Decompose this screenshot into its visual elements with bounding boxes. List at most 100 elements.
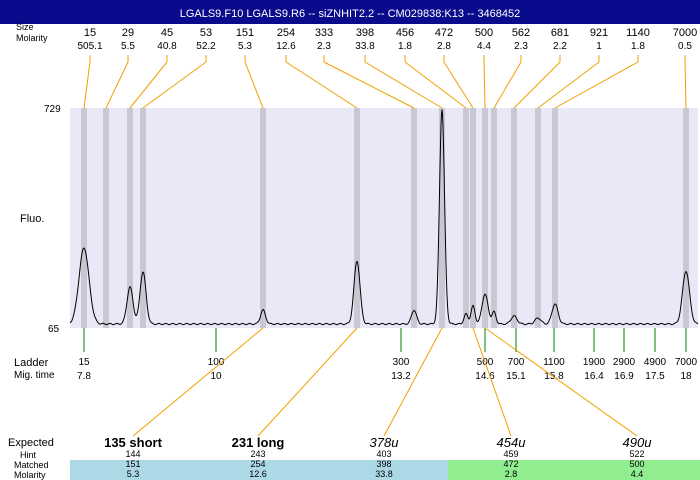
ladder-time-label: 18 [680, 371, 692, 382]
peak-connector [285, 61, 358, 109]
expected-molarity-cell: 5.3 [126, 469, 140, 479]
expected-fragment-label: 231 long [231, 435, 285, 450]
expected-hint-cell: 522 [629, 449, 645, 459]
peak-connector [83, 61, 91, 109]
peak-size-label: 681 [550, 27, 570, 39]
expected-matched-cell: 254 [250, 459, 266, 469]
ladder-time-label: 10 [210, 371, 222, 382]
peak-connector [244, 61, 264, 109]
peak-band [127, 108, 133, 328]
expected-label: Expected [8, 437, 54, 449]
peak-band [482, 108, 488, 328]
expected-cell-bg [322, 470, 448, 480]
ladder-time-label: 17.5 [645, 371, 665, 382]
peak-band [552, 108, 558, 328]
ladder-time-label: 15.1 [506, 371, 526, 382]
peak-band [535, 108, 541, 328]
peak-molarity-label: 52.2 [196, 41, 216, 52]
ladder-size-label: 4900 [643, 357, 667, 368]
ladder-size-label: 300 [392, 357, 410, 368]
fluorescence-trace [69, 109, 699, 326]
peak-connector [364, 61, 443, 109]
expected-fragment-label: 454u [496, 435, 526, 450]
ladder-time-label: 16.4 [584, 371, 604, 382]
expected-fragment-label: 490u [622, 435, 652, 450]
peak-size-label: 29 [121, 27, 135, 39]
molarity-label: Molarity [16, 33, 48, 43]
expected-connector [383, 327, 443, 437]
ladder-size-label: 15 [78, 357, 90, 368]
peak-molarity-label: 505.1 [77, 41, 103, 52]
expected-hint-cell: 144 [125, 449, 141, 459]
expected-molarity-cell: 33.8 [375, 469, 393, 479]
peak-band [470, 108, 476, 328]
peak-size-label: 398 [355, 27, 375, 39]
peak-size-label: 500 [474, 27, 494, 39]
ymin-label: 65 [48, 324, 60, 335]
expected-connector [484, 327, 638, 437]
peak-connector [105, 61, 129, 109]
peak-molarity-label: 1 [596, 41, 602, 52]
plot-background [70, 108, 698, 328]
peak-size-label: 53 [199, 27, 213, 39]
peak-molarity-label: 2.8 [437, 41, 451, 52]
ymax-label: 729 [44, 104, 61, 115]
hint-label: Hint [20, 450, 37, 460]
ladder-size-label: 7000 [674, 357, 698, 368]
ladder-size-label: 1100 [543, 357, 565, 368]
peak-connector [493, 61, 522, 109]
expected-matched-cell: 500 [629, 459, 645, 469]
ladder-time-label: 14.6 [475, 371, 495, 382]
ladder-size-label: 2900 [612, 357, 636, 368]
ladder-time-label: 13.2 [391, 371, 411, 382]
ladder-time-label: 7.8 [77, 371, 91, 382]
peak-connector [323, 61, 415, 109]
peak-size-label: 45 [160, 27, 174, 39]
expected-connector [472, 327, 512, 437]
migtime-label: Mig. time [14, 370, 55, 381]
expected-matched-cell: 151 [125, 459, 141, 469]
expected-hint-cell: 459 [503, 449, 519, 459]
expected-cell-bg [322, 460, 448, 470]
peak-band [411, 108, 417, 328]
peak-band [439, 108, 445, 328]
expected-hint-cell: 403 [376, 449, 392, 459]
expected-molarity-cell: 2.8 [504, 469, 518, 479]
expected-cell-bg [70, 460, 196, 470]
peak-size-label: 921 [589, 27, 609, 39]
expected-cell-bg [574, 460, 700, 470]
expected-fragment-label: 135 short [104, 435, 162, 450]
peak-molarity-label: 12.6 [276, 41, 296, 52]
peak-molarity-label: 1.8 [631, 41, 645, 52]
expected-cell-bg [70, 470, 196, 480]
peak-connector [684, 61, 687, 109]
peak-band [260, 108, 266, 328]
expected-cell-bg [196, 460, 322, 470]
peak-band [511, 108, 517, 328]
expected-connector [257, 327, 358, 437]
ladder-size-label: 100 [207, 357, 225, 368]
peak-size-label: 1140 [626, 27, 650, 39]
peak-connector [537, 61, 600, 109]
peak-connector [129, 61, 168, 109]
expected-molarity-cell: 4.4 [630, 469, 644, 479]
expected-cell-bg [574, 470, 700, 480]
molarity-bottom-label: Molarity [14, 470, 46, 480]
peak-molarity-label: 5.5 [121, 41, 135, 52]
peak-size-label: 456 [395, 27, 415, 39]
peak-connector [404, 61, 467, 109]
expected-matched-cell: 472 [503, 459, 519, 469]
peak-molarity-label: 33.8 [355, 41, 375, 52]
peak-molarity-label: 0.5 [678, 41, 692, 52]
expected-cell-bg [196, 470, 322, 480]
peak-size-label: 472 [434, 27, 454, 39]
peak-size-label: 151 [235, 27, 255, 39]
peak-band [354, 108, 360, 328]
peak-size-label: 7000 [672, 27, 698, 39]
peak-molarity-label: 2.3 [317, 41, 331, 52]
peak-molarity-label: 1.8 [398, 41, 412, 52]
peak-connector [142, 61, 207, 109]
peak-band [103, 108, 109, 328]
ladder-label: Ladder [14, 357, 49, 369]
